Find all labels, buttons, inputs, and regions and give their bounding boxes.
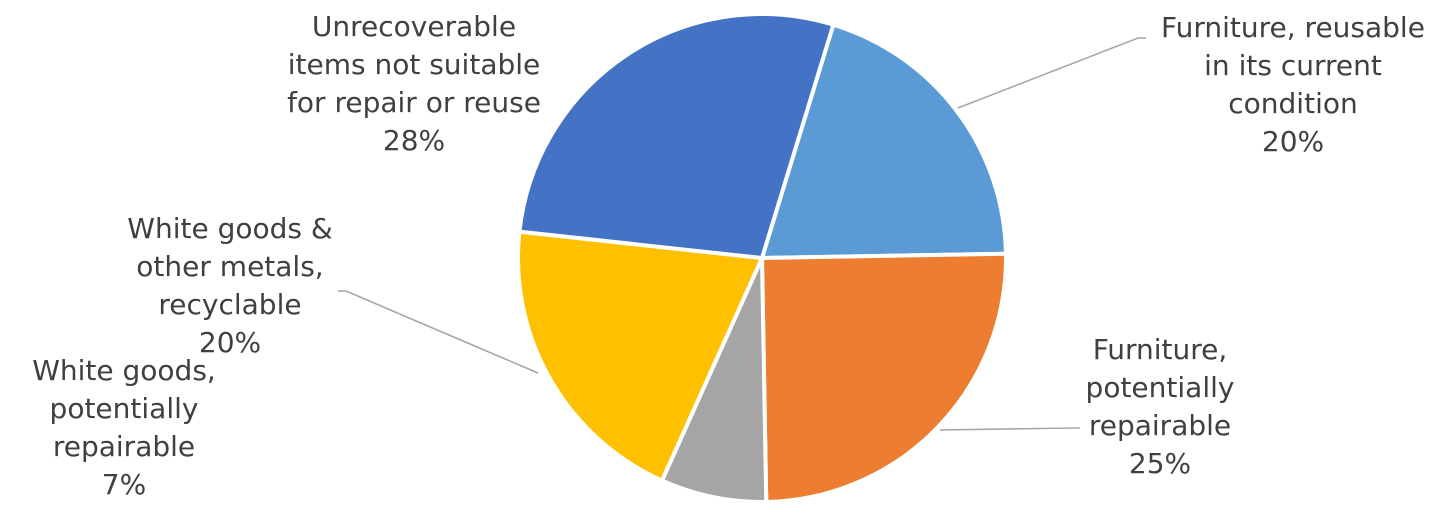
data-label-text: potentially <box>50 392 199 425</box>
data-label-2: White goods, potentially repairable 7% <box>32 354 216 501</box>
data-label-text: other metals, <box>136 250 323 283</box>
data-label-text: potentially <box>1086 371 1235 404</box>
leader-lines <box>338 37 1146 431</box>
data-label-percent: 28% <box>383 124 445 157</box>
data-label-text: condition <box>1228 87 1357 120</box>
pie-slice-4 <box>517 12 836 260</box>
data-label-text: Furniture, reusable <box>1161 11 1425 44</box>
data-label-text: in its current <box>1204 49 1382 82</box>
pie-slice-1 <box>760 251 1008 504</box>
data-label-0: Furniture, reusable in its current conditi… <box>1161 11 1425 158</box>
data-label-text: for repair or reuse <box>287 86 541 119</box>
data-label-text: White goods, <box>32 354 216 387</box>
leader-line-1 <box>939 427 1080 431</box>
data-label-text: recyclable <box>158 288 301 321</box>
data-label-percent: 20% <box>1262 125 1324 158</box>
pie-slice-0 <box>760 22 1008 260</box>
data-label-text: items not suitable <box>288 48 541 81</box>
data-label-text: White goods & <box>127 212 332 245</box>
data-label-text: repairable <box>53 430 195 463</box>
leader-line-0 <box>957 37 1146 109</box>
pie-slice-2 <box>659 256 769 504</box>
data-labels: Furniture, reusable in its current conditi… <box>32 10 1425 501</box>
pie-slice-3 <box>516 229 764 483</box>
data-label-3: White goods & other metals, recyclable 20% <box>127 212 332 359</box>
pie-slices <box>516 12 1008 504</box>
data-label-1: Furniture, potentially repairable 25% <box>1086 333 1235 480</box>
data-label-percent: 25% <box>1129 447 1191 480</box>
leader-line-3 <box>338 290 539 374</box>
data-label-percent: 7% <box>102 468 146 501</box>
data-label-4: Unrecoverable items not suitable for repai… <box>287 10 541 157</box>
data-label-text: repairable <box>1089 409 1231 442</box>
data-label-percent: 20% <box>199 326 261 359</box>
data-label-text: Furniture, <box>1093 333 1228 366</box>
data-label-text: Unrecoverable <box>312 10 516 43</box>
